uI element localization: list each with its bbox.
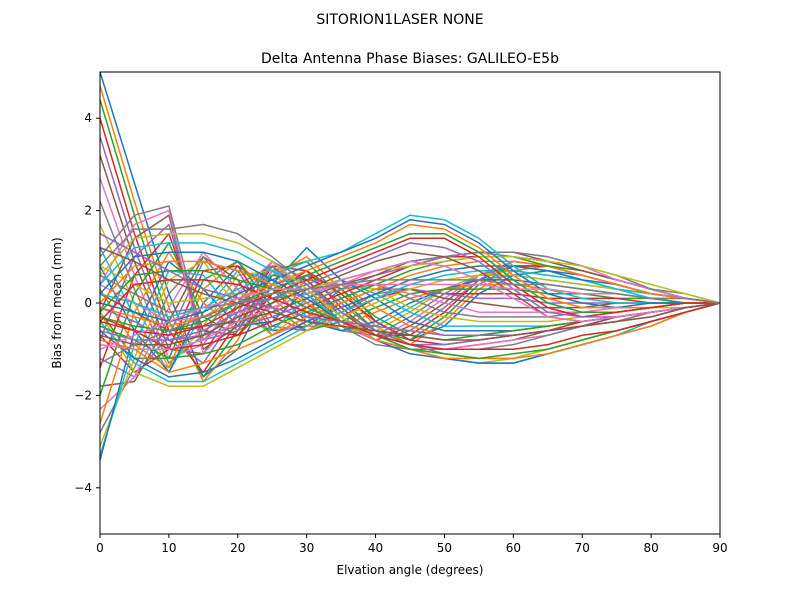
- x-tick-label: 0: [96, 541, 104, 555]
- x-tick-label: 60: [506, 541, 521, 555]
- y-axis-ticks: −4 −2 0 2 4: [74, 111, 100, 495]
- series-line-39: [99, 256, 721, 304]
- series-group: [99, 71, 721, 461]
- y-tick-label: 0: [84, 296, 92, 310]
- series-line-56: [99, 246, 721, 341]
- series-line-54: [99, 279, 721, 350]
- x-tick-label: 40: [368, 541, 383, 555]
- x-tick-label: 70: [575, 541, 590, 555]
- figure-suptitle: SITORION1LASER NONE: [316, 12, 483, 28]
- y-axis-label: Bias from mean (mm): [50, 237, 64, 368]
- x-tick-label: 30: [299, 541, 314, 555]
- series-line-58: [99, 279, 721, 364]
- x-axis-ticks: 0 10 20 30 40 50 60 70 80 90: [96, 534, 728, 555]
- x-tick-label: 80: [643, 541, 658, 555]
- x-tick-label: 50: [437, 541, 452, 555]
- x-tick-label: 20: [230, 541, 245, 555]
- y-tick-label: 2: [84, 204, 92, 218]
- y-tick-label: 4: [84, 111, 92, 125]
- x-tick-label: 10: [161, 541, 176, 555]
- series-line-47: [99, 260, 721, 350]
- series-line-32: [99, 260, 721, 374]
- x-axis-label: Elvation angle (degrees): [337, 563, 484, 577]
- y-tick-label: −2: [74, 388, 92, 402]
- y-tick-label: −4: [74, 481, 92, 495]
- x-tick-label: 90: [712, 541, 727, 555]
- chart-title: Delta Antenna Phase Biases: GALILEO-E5b: [261, 51, 559, 67]
- series-line-44: [99, 237, 720, 337]
